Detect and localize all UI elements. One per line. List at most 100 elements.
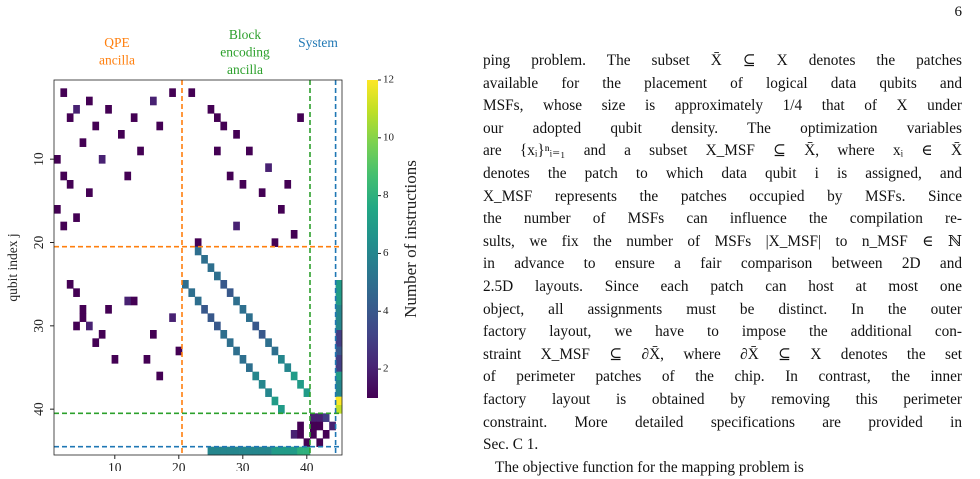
text-line: straint X_MSF ⊆ ∂X̄, where ∂X̄ ⊆ X denot… xyxy=(483,345,962,363)
cell xyxy=(239,180,247,189)
cell xyxy=(297,421,304,431)
cell xyxy=(303,446,311,456)
cell xyxy=(98,330,106,339)
colorbar-label: Number of instructions xyxy=(401,160,420,318)
cell xyxy=(265,446,272,456)
cell xyxy=(297,446,304,456)
cell xyxy=(60,88,68,97)
cell xyxy=(335,313,343,322)
cell xyxy=(214,446,221,456)
cell xyxy=(226,288,234,297)
cell xyxy=(290,446,298,456)
cell xyxy=(60,221,68,231)
cell xyxy=(278,205,285,214)
cell xyxy=(297,430,304,439)
text-line: denotes the patch to which data qubit i … xyxy=(483,164,962,182)
cell xyxy=(239,446,247,456)
x-tick-label: 30 xyxy=(236,460,250,471)
cell xyxy=(258,330,266,339)
cell xyxy=(284,180,292,189)
text-line: X_MSF represents the patches occupied by… xyxy=(483,187,962,205)
cell xyxy=(86,96,93,106)
cell xyxy=(156,121,164,131)
cell xyxy=(252,371,260,381)
text-line: factory layout, we have to impose the ad… xyxy=(483,323,962,341)
cell xyxy=(246,446,253,456)
cell xyxy=(66,113,74,122)
cell xyxy=(169,88,176,97)
text-line: in advance to ensure a fair comparison b… xyxy=(483,255,962,273)
colorbar-tick-label: 10 xyxy=(383,131,395,143)
cell xyxy=(278,446,285,456)
cell xyxy=(258,188,266,197)
cell xyxy=(246,313,253,322)
cell xyxy=(194,296,202,306)
cell xyxy=(290,230,298,239)
cell xyxy=(233,221,240,231)
cell xyxy=(278,355,285,364)
cell xyxy=(54,205,61,214)
cell xyxy=(316,421,324,431)
colorbar-tick-label: 4 xyxy=(383,305,389,317)
text-line: of perimeter patches of the chip. In con… xyxy=(483,368,962,386)
text-line: are {xᵢ}ⁿᵢ₌₁ and a subset X_MSF ⊆ X̄, wh… xyxy=(483,142,962,160)
cell xyxy=(220,280,228,289)
cell xyxy=(335,396,343,406)
text-line: factory layout is obtained by removing t… xyxy=(483,390,962,408)
cell xyxy=(252,321,260,331)
cell xyxy=(239,355,247,364)
colorbar-tick-label: 6 xyxy=(383,247,389,259)
cell xyxy=(265,388,272,397)
cell xyxy=(98,155,106,164)
cell xyxy=(92,121,100,131)
cell xyxy=(214,321,221,331)
cell xyxy=(194,238,202,247)
cell xyxy=(118,130,125,139)
x-tick-label: 10 xyxy=(108,460,122,471)
cell xyxy=(284,363,292,372)
cell xyxy=(105,105,112,114)
y-tick-label: 40 xyxy=(31,402,46,416)
cell xyxy=(201,305,208,314)
cell xyxy=(233,446,240,456)
text-line: object, all assignments must be distinct… xyxy=(483,300,962,318)
cell xyxy=(278,405,285,414)
cell xyxy=(60,171,68,181)
cell xyxy=(226,171,234,181)
cell xyxy=(290,430,298,439)
cell xyxy=(73,213,80,222)
cell xyxy=(220,121,228,131)
cell xyxy=(335,288,343,297)
cell xyxy=(265,163,272,172)
region-label: QPE xyxy=(104,35,130,50)
cell xyxy=(252,446,260,456)
region-label: System xyxy=(298,35,338,50)
region-label: ancilla xyxy=(99,53,135,68)
cell xyxy=(239,305,247,314)
text-line: our adopted qubit density. The optimizat… xyxy=(483,119,962,137)
cell xyxy=(111,355,119,364)
region-label: ancilla xyxy=(227,62,263,77)
cell xyxy=(79,313,87,322)
cell xyxy=(335,296,343,306)
cell xyxy=(54,155,61,164)
cell xyxy=(156,371,164,381)
cell xyxy=(214,271,221,281)
cell xyxy=(207,446,215,456)
cell xyxy=(335,363,343,372)
cell xyxy=(335,346,343,356)
cell xyxy=(258,446,266,456)
cell xyxy=(284,446,292,456)
cell xyxy=(150,96,157,106)
cell xyxy=(335,355,343,364)
colorbar-tick-label: 2 xyxy=(383,363,389,375)
text-line: constraint. More detailed specifications… xyxy=(483,413,962,431)
cell xyxy=(246,363,253,372)
cell xyxy=(335,388,343,397)
cell xyxy=(73,288,80,297)
cell xyxy=(233,296,240,306)
cell xyxy=(137,146,144,156)
y-tick-label: 20 xyxy=(31,236,46,250)
cell xyxy=(265,338,272,347)
